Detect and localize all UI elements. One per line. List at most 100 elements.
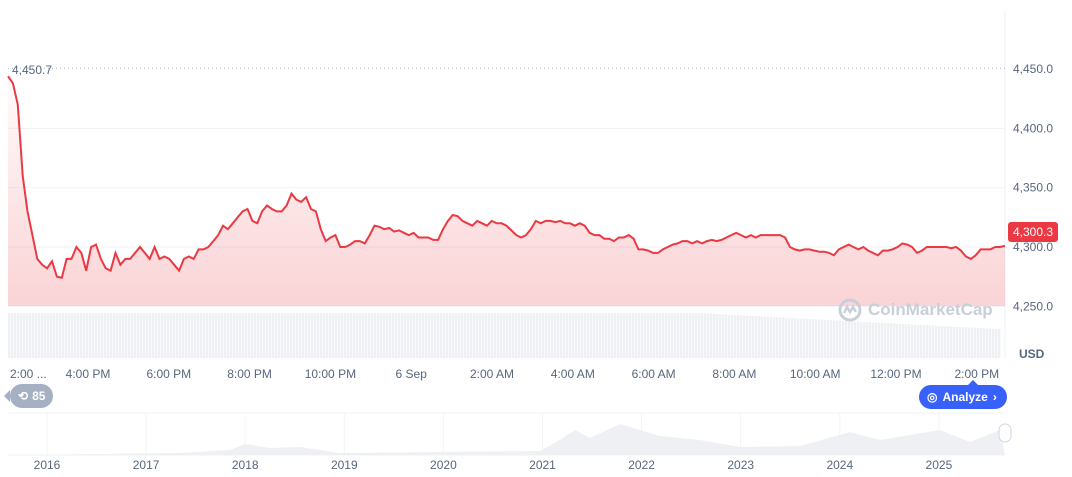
volume-bar: [233, 313, 236, 358]
volume-bar: [23, 313, 26, 358]
volume-bar: [710, 313, 713, 358]
y-tick-label: 4,300.0: [1013, 240, 1053, 254]
navigator-handle[interactable]: [998, 423, 1012, 443]
volume-bar: [635, 313, 638, 358]
volume-bar: [800, 318, 803, 358]
volume-bar: [284, 313, 287, 358]
volume-bar: [872, 322, 875, 358]
high-label: 4,450.7: [12, 63, 52, 77]
volume-bar: [680, 313, 683, 358]
volume-bar: [806, 318, 809, 358]
volume-bar: [326, 313, 329, 358]
volume-bar: [488, 313, 491, 358]
x-tick-label: 2:00 PM: [954, 367, 999, 381]
volume-bar: [866, 322, 869, 358]
navigator-year-label: 2023: [727, 458, 754, 472]
volume-bar: [455, 313, 458, 358]
volume-bar: [500, 313, 503, 358]
x-tick-label: 6:00 AM: [632, 367, 676, 381]
analyze-button[interactable]: ◎ Analyze ›: [919, 380, 1007, 409]
volume-bar: [128, 313, 131, 358]
volume-bar: [428, 313, 431, 358]
volume-bar: [590, 313, 593, 358]
volume-bar: [194, 313, 197, 358]
volume-bar: [380, 313, 383, 358]
volume-bar: [797, 318, 800, 358]
volume-bar: [632, 313, 635, 358]
volume-bar: [548, 313, 551, 358]
volume-bar: [614, 313, 617, 358]
volume-bar: [8, 313, 11, 358]
volume-bar: [575, 313, 578, 358]
volume-bar: [257, 313, 260, 358]
volume-bar: [464, 313, 467, 358]
volume-bar: [725, 314, 728, 358]
y-tick-label: 4,250.0: [1013, 299, 1053, 313]
volume-bar: [974, 327, 977, 358]
volume-bar: [572, 313, 575, 358]
chevron-right-icon: ›: [992, 390, 997, 404]
volume-bar: [20, 313, 23, 358]
x-tick-label: 2:00 AM: [470, 367, 514, 381]
x-tick-label: 4:00 PM: [66, 367, 111, 381]
volume-bar: [608, 313, 611, 358]
volume-bar: [542, 313, 545, 358]
volume-bar: [434, 313, 437, 358]
volume-bar: [659, 313, 662, 358]
volume-bar: [560, 313, 563, 358]
volume-bar: [410, 313, 413, 358]
volume-bar: [893, 323, 896, 358]
volume-bar: [479, 313, 482, 358]
volume-bar: [998, 329, 1001, 358]
volume-bar: [701, 313, 704, 358]
volume-bar: [356, 313, 359, 358]
x-tick-label: 10:00 PM: [305, 367, 356, 381]
volume-bar: [62, 313, 65, 358]
navigator-year-label: 2020: [430, 458, 457, 472]
volume-bar: [641, 313, 644, 358]
volume-bar: [989, 328, 992, 358]
volume-bar: [383, 313, 386, 358]
volume-bar: [146, 313, 149, 358]
volume-bar: [956, 326, 959, 358]
volume-bar: [68, 313, 71, 358]
navigator-year-label: 2018: [232, 458, 259, 472]
volume-bar: [599, 313, 602, 358]
watermark: CoinMarketCap: [838, 298, 993, 322]
volume-bar: [449, 313, 452, 358]
volume-bar: [983, 328, 986, 358]
volume-bar: [896, 323, 899, 358]
volume-bar: [386, 313, 389, 358]
volume-bar: [278, 313, 281, 358]
volume-bar: [524, 313, 527, 358]
history-button[interactable]: ⟲ 85: [3, 384, 54, 408]
volume-bar: [881, 322, 884, 358]
volume-bar: [179, 313, 182, 358]
volume-bar: [32, 313, 35, 358]
volume-bar: [41, 313, 44, 358]
volume-bar: [311, 313, 314, 358]
volume-bar: [407, 313, 410, 358]
volume-bar: [359, 313, 362, 358]
volume-bar: [827, 319, 830, 358]
volume-bar: [791, 318, 794, 358]
volume-bar: [929, 325, 932, 358]
volume-bar: [857, 321, 860, 358]
volume-bar: [698, 313, 701, 358]
volume-bar: [992, 328, 995, 358]
currency-label: USD: [1019, 347, 1045, 361]
volume-bar: [611, 313, 614, 358]
volume-bar: [431, 313, 434, 358]
volume-bar: [938, 325, 941, 358]
volume-bar: [578, 313, 581, 358]
x-tick-label: 12:00 PM: [870, 367, 921, 381]
navigator-area: [8, 424, 1005, 455]
volume-bar: [86, 313, 89, 358]
volume-bar: [74, 313, 77, 358]
volume-bar: [563, 313, 566, 358]
volume-bar: [794, 318, 797, 358]
volume-bar: [29, 313, 32, 358]
volume-bar: [377, 313, 380, 358]
volume-bar: [344, 313, 347, 358]
volume-bar: [626, 313, 629, 358]
